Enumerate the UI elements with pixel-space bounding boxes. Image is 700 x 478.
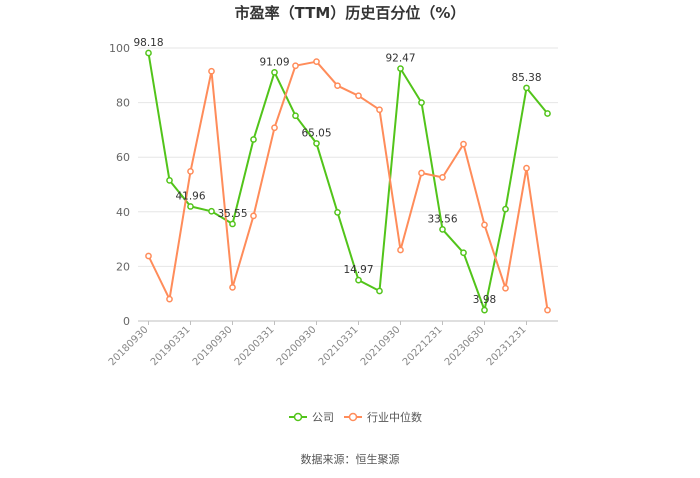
data-point[interactable] <box>397 246 404 254</box>
data-label: 3.98 <box>473 294 496 306</box>
x-tick-label: 20200331 <box>233 324 277 368</box>
data-point[interactable] <box>439 174 446 181</box>
data-label: 98.18 <box>133 37 163 49</box>
data-point[interactable] <box>208 207 215 215</box>
data-point[interactable] <box>166 295 173 303</box>
data-label: 33.56 <box>427 213 457 225</box>
series-group <box>145 49 551 314</box>
data-point[interactable] <box>481 306 488 314</box>
y-tick-label: 40 <box>116 206 130 219</box>
legend-swatch-marker <box>293 412 303 422</box>
data-point[interactable] <box>544 110 551 117</box>
data-point[interactable] <box>439 226 446 233</box>
x-tick-label: 20210331 <box>317 324 361 368</box>
data-point[interactable] <box>460 249 467 257</box>
data-point[interactable] <box>292 112 299 120</box>
data-point[interactable] <box>523 84 530 92</box>
data-point[interactable] <box>355 276 362 284</box>
x-tick-label: 20200930 <box>275 324 319 368</box>
data-point[interactable] <box>166 177 173 184</box>
data-point[interactable] <box>502 284 509 292</box>
data-point[interactable] <box>376 106 383 114</box>
data-point[interactable] <box>271 124 278 132</box>
data-point[interactable] <box>502 205 509 213</box>
x-tick-label: 20221231 <box>401 324 445 368</box>
y-tick-label: 80 <box>116 97 130 110</box>
legend-label: 行业中位数 <box>367 410 422 424</box>
data-point[interactable] <box>376 287 383 295</box>
legend-item-0[interactable]: 公司 <box>289 411 334 424</box>
data-point[interactable] <box>418 99 425 106</box>
legend-item-1[interactable]: 行业中位数 <box>344 410 422 424</box>
data-point[interactable] <box>208 67 215 75</box>
x-tick-label: 20210930 <box>359 324 403 368</box>
y-tick-label: 0 <box>123 315 130 328</box>
data-point[interactable] <box>544 306 551 314</box>
data-label: 92.47 <box>385 53 415 65</box>
data-label: 85.38 <box>511 72 541 84</box>
data-label: 91.09 <box>259 56 289 68</box>
data-point[interactable] <box>187 168 194 175</box>
axes: 0204060801002018093020190331201909302020… <box>107 42 558 368</box>
data-point[interactable] <box>229 220 236 228</box>
legend-label: 公司 <box>312 411 334 424</box>
data-point[interactable] <box>460 140 467 148</box>
legend-swatch-marker <box>348 412 358 422</box>
data-point[interactable] <box>250 136 257 143</box>
data-label: 14.97 <box>343 264 373 276</box>
series-line-1 <box>147 60 549 311</box>
data-point[interactable] <box>481 221 488 229</box>
data-point[interactable] <box>334 82 341 90</box>
data-labels: 98.18 41.96 35.55 91.09 65.05 14.97 92.47 33.56… <box>133 37 541 306</box>
data-point[interactable] <box>418 169 425 177</box>
x-tick-label: 20230630 <box>443 324 487 368</box>
data-point[interactable] <box>334 208 341 216</box>
data-label: 41.96 <box>175 190 205 202</box>
chart-title: 市盈率（TTM）历史百分位（%） <box>235 4 466 22</box>
data-point[interactable] <box>523 164 530 172</box>
data-label: 65.05 <box>301 127 331 139</box>
y-tick-label: 20 <box>116 260 130 273</box>
series-line-0 <box>147 52 549 312</box>
data-point[interactable] <box>250 212 257 220</box>
data-label: 35.55 <box>217 208 247 220</box>
y-tick-label: 100 <box>109 42 130 55</box>
x-tick-label: 20190331 <box>149 324 193 368</box>
data-point[interactable] <box>292 62 299 70</box>
x-tick-label: 20180930 <box>107 324 151 368</box>
source-note: 数据来源：恒生聚源 <box>301 452 400 466</box>
data-point[interactable] <box>187 203 194 210</box>
data-point[interactable] <box>355 92 362 100</box>
data-point[interactable] <box>145 252 152 260</box>
grid <box>138 47 558 267</box>
data-point[interactable] <box>145 49 152 57</box>
x-tick-label: 20231231 <box>485 324 529 368</box>
y-tick-label: 60 <box>116 151 130 164</box>
data-point[interactable] <box>271 68 278 76</box>
data-point[interactable] <box>313 140 320 147</box>
legend[interactable]: 公司 行业中位数 <box>289 410 422 424</box>
data-point[interactable] <box>397 65 404 72</box>
x-tick-label: 20190930 <box>191 324 235 368</box>
data-point[interactable] <box>313 58 320 66</box>
data-point[interactable] <box>229 284 236 291</box>
